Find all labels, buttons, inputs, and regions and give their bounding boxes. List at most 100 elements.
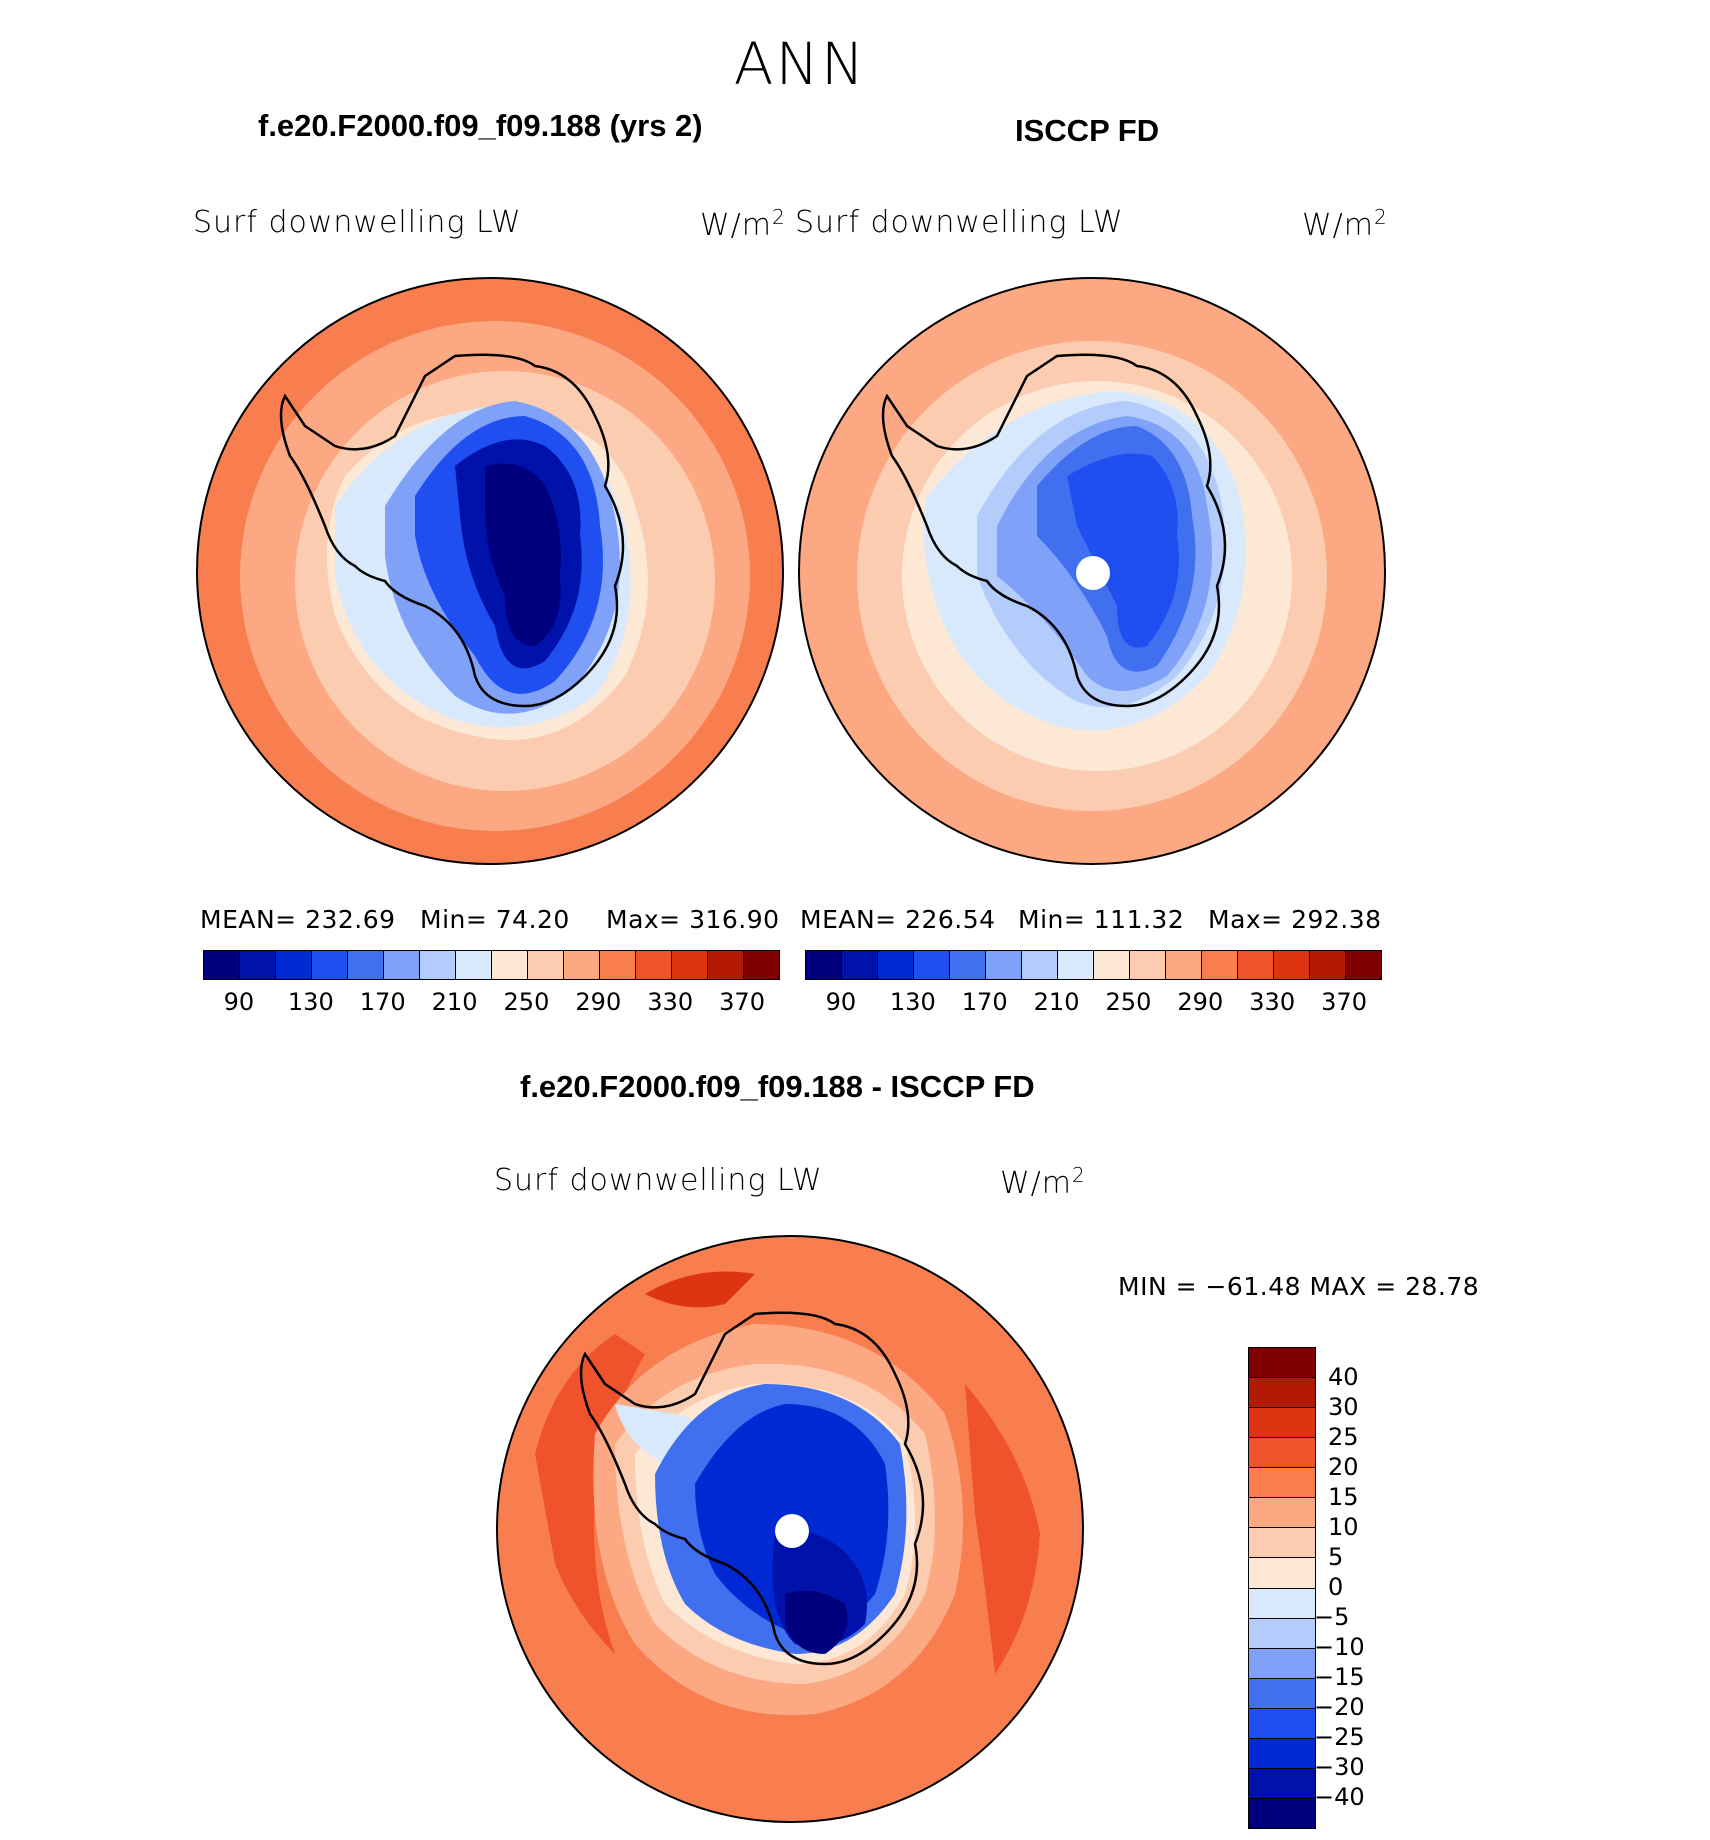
page-title: ANN bbox=[733, 30, 867, 98]
colorbar-swatch bbox=[878, 951, 914, 979]
colorbar-tick-label: 90 bbox=[223, 988, 255, 1016]
panel2-colorbar bbox=[805, 950, 1382, 980]
panel2-variable-label: Surf downwelling LW bbox=[795, 205, 1124, 240]
colorbar-swatch bbox=[1249, 1498, 1315, 1529]
colorbar-tick-label: 0 bbox=[1328, 1573, 1344, 1601]
colorbar-swatch bbox=[600, 951, 636, 979]
colorbar-swatch bbox=[1202, 951, 1238, 979]
colorbar-swatch bbox=[276, 951, 312, 979]
panel1-colorbar bbox=[203, 950, 780, 980]
colorbar-tick-label: 30 bbox=[1328, 1393, 1359, 1421]
colorbar-tick-label: 210 bbox=[1033, 988, 1080, 1016]
panel1-units-label: W/m2 bbox=[700, 205, 786, 243]
colorbar-swatch bbox=[1022, 951, 1058, 979]
panel1-title: f.e20.F2000.f09_f09.188 (yrs 2) bbox=[258, 108, 703, 143]
colorbar-swatch bbox=[950, 951, 986, 979]
panel2-colorbar-ticks: 90 130 170 210 250 290 330 370 bbox=[805, 988, 1380, 1018]
colorbar-tick-label: 130 bbox=[889, 988, 936, 1016]
colorbar-tick-label: −25 bbox=[1314, 1723, 1365, 1751]
panel2-min: Min= 111.32 bbox=[1018, 905, 1185, 934]
colorbar-swatch bbox=[986, 951, 1022, 979]
colorbar-swatch bbox=[1249, 1468, 1315, 1499]
panel1-mean: MEAN= 232.69 bbox=[200, 905, 396, 934]
colorbar-swatch bbox=[1310, 951, 1346, 979]
diff-colorbar-ticks: 40 30 25 20 15 10 5 0 −5 −10 −15 −20 −25 −30 −40 bbox=[1314, 1347, 1418, 1827]
colorbar-swatch bbox=[636, 951, 672, 979]
panel1-polar-map bbox=[196, 277, 784, 865]
colorbar-swatch bbox=[672, 951, 708, 979]
colorbar-swatch bbox=[384, 951, 420, 979]
ring-core bbox=[485, 463, 561, 646]
colorbar-swatch bbox=[1249, 1528, 1315, 1559]
colorbar-swatch bbox=[1249, 1738, 1315, 1769]
panel2-title: ISCCP FD bbox=[1015, 113, 1160, 148]
colorbar-swatch bbox=[1249, 1618, 1315, 1649]
colorbar-swatch bbox=[1249, 1348, 1315, 1379]
colorbar-tick-label: 25 bbox=[1328, 1423, 1359, 1451]
patch-north bbox=[645, 1271, 755, 1308]
panel1-colorbar-ticks: 90 130 170 210 250 290 330 370 bbox=[203, 988, 778, 1018]
colorbar-swatch bbox=[564, 951, 600, 979]
antarctica-coastline bbox=[279, 353, 625, 708]
colorbar-tick-label: −40 bbox=[1314, 1783, 1365, 1811]
colorbar-tick-label: 5 bbox=[1328, 1543, 1344, 1571]
colorbar-swatch bbox=[528, 951, 564, 979]
colorbar-swatch bbox=[1249, 1768, 1315, 1799]
colorbar-tick-label: 250 bbox=[1105, 988, 1152, 1016]
colorbar-swatch bbox=[1238, 951, 1274, 979]
colorbar-tick-label: 370 bbox=[719, 988, 765, 1016]
colorbar-tick-label: 170 bbox=[961, 988, 1008, 1016]
diff-colorbar bbox=[1248, 1347, 1316, 1829]
panel1-max: Max= 316.90 bbox=[606, 905, 780, 934]
patch-east bbox=[965, 1384, 1040, 1674]
colorbar-swatch bbox=[1094, 951, 1130, 979]
colorbar-swatch bbox=[1166, 951, 1202, 979]
diff-variable-label: Surf downwelling LW bbox=[494, 1163, 823, 1198]
colorbar-tick-label: 15 bbox=[1328, 1483, 1359, 1511]
diff-polar-map bbox=[496, 1235, 1084, 1823]
colorbar-tick-label: 370 bbox=[1321, 988, 1367, 1016]
colorbar-swatch bbox=[312, 951, 348, 979]
colorbar-tick-label: 250 bbox=[503, 988, 550, 1016]
colorbar-tick-label: 330 bbox=[647, 988, 694, 1016]
colorbar-tick-label: 130 bbox=[287, 988, 334, 1016]
colorbar-swatch bbox=[806, 951, 842, 979]
panel2-max: Max= 292.38 bbox=[1208, 905, 1382, 934]
diff-min-max: MIN = −61.48 MAX = 28.78 bbox=[1118, 1272, 1480, 1301]
colorbar-swatch bbox=[240, 951, 276, 979]
colorbar-swatch bbox=[1249, 1438, 1315, 1469]
panel1-min: Min= 74.20 bbox=[420, 905, 570, 934]
colorbar-tick-label: 20 bbox=[1328, 1453, 1359, 1481]
colorbar-tick-label: −5 bbox=[1314, 1603, 1350, 1631]
antarctica-coastline bbox=[881, 353, 1227, 708]
colorbar-swatch bbox=[708, 951, 744, 979]
colorbar-swatch bbox=[492, 951, 528, 979]
colorbar-swatch bbox=[204, 951, 240, 979]
ring-core bbox=[1067, 453, 1179, 648]
colorbar-swatch bbox=[1249, 1678, 1315, 1709]
colorbar-swatch bbox=[1058, 951, 1094, 979]
colorbar-tick-label: 90 bbox=[825, 988, 857, 1016]
ring-core bbox=[785, 1590, 848, 1654]
panel2-units-label: W/m2 bbox=[1302, 205, 1388, 243]
colorbar-swatch bbox=[1249, 1558, 1315, 1589]
colorbar-tick-label: 330 bbox=[1249, 988, 1296, 1016]
colorbar-swatch bbox=[1249, 1708, 1315, 1739]
colorbar-tick-label: 290 bbox=[1177, 988, 1224, 1016]
antarctica-coastline bbox=[579, 1311, 925, 1666]
colorbar-tick-label: 290 bbox=[575, 988, 622, 1016]
colorbar-swatch bbox=[348, 951, 384, 979]
panel1-variable-label: Surf downwelling LW bbox=[193, 205, 522, 240]
colorbar-tick-label: −20 bbox=[1314, 1693, 1365, 1721]
patch-west bbox=[535, 1334, 645, 1654]
colorbar-tick-label: 40 bbox=[1328, 1363, 1359, 1391]
colorbar-swatch bbox=[456, 951, 492, 979]
colorbar-tick-label: −10 bbox=[1314, 1633, 1365, 1661]
colorbar-swatch bbox=[420, 951, 456, 979]
diff-title: f.e20.F2000.f09_f09.188 - ISCCP FD bbox=[520, 1069, 1035, 1104]
colorbar-swatch bbox=[842, 951, 878, 979]
colorbar-tick-label: −15 bbox=[1314, 1663, 1365, 1691]
colorbar-tick-label: 10 bbox=[1328, 1513, 1359, 1541]
colorbar-tick-label: −30 bbox=[1314, 1753, 1365, 1781]
colorbar-swatch bbox=[1249, 1378, 1315, 1409]
